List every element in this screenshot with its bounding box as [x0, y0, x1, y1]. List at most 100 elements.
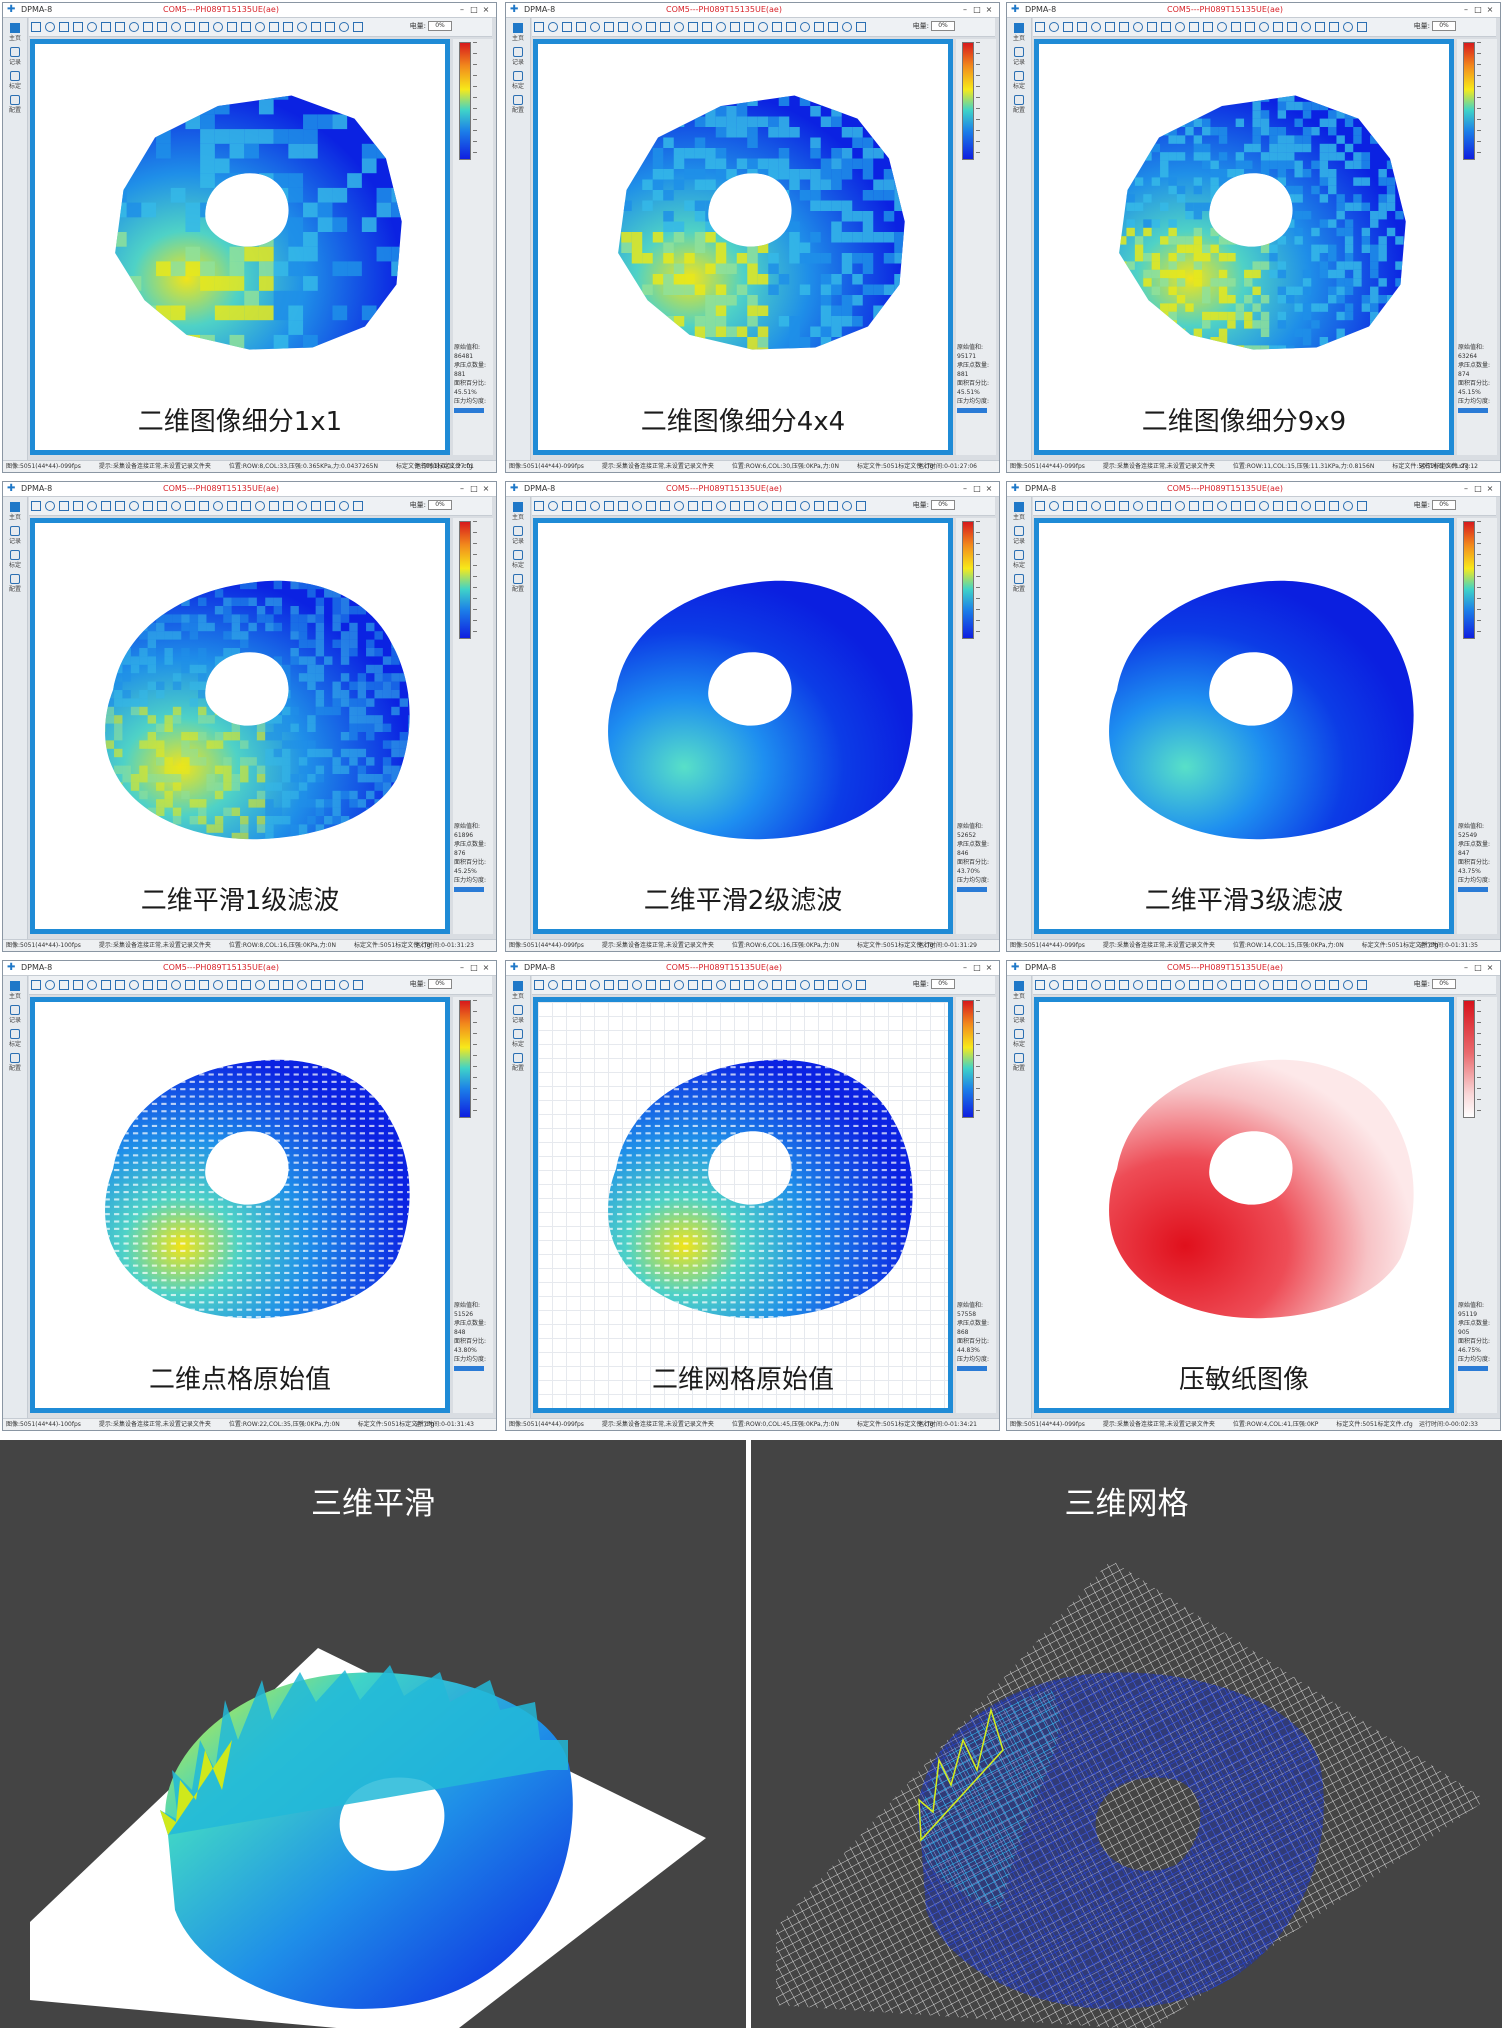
sidebar-item-home[interactable]: 主页 — [1007, 502, 1031, 521]
sidebar-item-home[interactable]: 主页 — [3, 23, 27, 42]
2d-icon[interactable] — [1231, 22, 1241, 32]
grid2-icon[interactable] — [604, 22, 614, 32]
target-icon[interactable] — [73, 22, 83, 32]
minimize-icon[interactable]: – — [460, 5, 464, 14]
c-icon[interactable] — [842, 22, 852, 32]
rotate-left-icon[interactable] — [143, 22, 153, 32]
zoom-in-icon[interactable] — [171, 501, 181, 511]
list-icon[interactable] — [534, 980, 544, 990]
pan-icon[interactable] — [632, 501, 642, 511]
list-icon[interactable] — [31, 980, 41, 990]
target-icon[interactable] — [73, 501, 83, 511]
zoom-in-icon[interactable] — [1175, 980, 1185, 990]
sidebar-item-config[interactable]: 配置 — [1007, 1053, 1031, 1072]
rotate-right-icon[interactable] — [1161, 501, 1171, 511]
maximize-icon[interactable]: □ — [470, 963, 478, 972]
color-icon[interactable] — [1329, 501, 1339, 511]
app-pin-icon[interactable]: ✚ — [510, 4, 519, 15]
fit-icon[interactable] — [1203, 980, 1213, 990]
minimize-icon[interactable]: – — [460, 963, 464, 972]
sidebar-item-calibrate[interactable]: 标定 — [3, 1029, 27, 1048]
plot-canvas[interactable]: 二维图像细分4x4 — [538, 44, 948, 450]
stats-icon[interactable] — [269, 22, 279, 32]
sidebar-item-config[interactable]: 配置 — [506, 95, 530, 114]
clear-icon[interactable] — [353, 980, 363, 990]
sidebar-item-calibrate[interactable]: 标定 — [506, 71, 530, 90]
stats-icon[interactable] — [269, 501, 279, 511]
sidebar-item-record[interactable]: 记录 — [506, 1005, 530, 1024]
sidebar-item-home[interactable]: 主页 — [1007, 981, 1031, 1000]
color-icon[interactable] — [1329, 980, 1339, 990]
grid-icon[interactable] — [87, 980, 97, 990]
triangle-icon[interactable] — [283, 980, 293, 990]
sidebar-item-calibrate[interactable]: 标定 — [1007, 1029, 1031, 1048]
zoom-out-icon[interactable] — [688, 501, 698, 511]
brush-icon[interactable] — [241, 22, 251, 32]
plot-canvas[interactable]: 二维图像细分1x1 — [35, 44, 445, 450]
stats-icon[interactable] — [772, 22, 782, 32]
grid2-icon[interactable] — [1105, 22, 1115, 32]
clear-icon[interactable] — [856, 22, 866, 32]
triangle-icon[interactable] — [1287, 980, 1297, 990]
color-icon[interactable] — [828, 501, 838, 511]
ruler-icon[interactable] — [1301, 22, 1311, 32]
clear-icon[interactable] — [353, 22, 363, 32]
pan-icon[interactable] — [1133, 501, 1143, 511]
folder-icon[interactable] — [548, 501, 558, 511]
plot-canvas[interactable]: 二维图像细分9x9 — [1039, 44, 1449, 450]
pan-icon[interactable] — [632, 980, 642, 990]
zoom-in-icon[interactable] — [1175, 501, 1185, 511]
minimize-icon[interactable]: – — [1464, 484, 1468, 493]
grid-icon[interactable] — [87, 22, 97, 32]
grid-icon[interactable] — [590, 22, 600, 32]
layers-icon[interactable] — [618, 501, 628, 511]
rotate-left-icon[interactable] — [143, 501, 153, 511]
fit-icon[interactable] — [199, 980, 209, 990]
3d-icon[interactable] — [716, 501, 726, 511]
rotate-right-icon[interactable] — [1161, 22, 1171, 32]
stats-icon[interactable] — [1273, 501, 1283, 511]
rotate-right-icon[interactable] — [660, 22, 670, 32]
clear-icon[interactable] — [1357, 501, 1367, 511]
pencil-icon[interactable] — [814, 501, 824, 511]
c-icon[interactable] — [339, 22, 349, 32]
zoom-out-icon[interactable] — [185, 22, 195, 32]
pencil-icon[interactable] — [1315, 501, 1325, 511]
maximize-icon[interactable]: □ — [1474, 484, 1482, 493]
maximize-icon[interactable]: □ — [973, 5, 981, 14]
stats-icon[interactable] — [772, 501, 782, 511]
plot-canvas[interactable]: 二维平滑3级滤波 — [1039, 523, 1449, 929]
sidebar-item-calibrate[interactable]: 标定 — [1007, 550, 1031, 569]
grid2-icon[interactable] — [1105, 501, 1115, 511]
ruler-icon[interactable] — [297, 980, 307, 990]
close-icon[interactable]: × — [985, 5, 993, 14]
c-icon[interactable] — [339, 501, 349, 511]
pan-icon[interactable] — [1133, 22, 1143, 32]
brush-icon[interactable] — [241, 980, 251, 990]
folder-icon[interactable] — [1049, 501, 1059, 511]
folder-icon[interactable] — [1049, 22, 1059, 32]
filter-icon[interactable] — [1259, 980, 1269, 990]
brush-icon[interactable] — [744, 501, 754, 511]
maximize-icon[interactable]: □ — [470, 5, 478, 14]
color-icon[interactable] — [325, 501, 335, 511]
sidebar-item-config[interactable]: 配置 — [3, 1053, 27, 1072]
ruler-icon[interactable] — [800, 501, 810, 511]
3d-icon[interactable] — [716, 980, 726, 990]
clear-icon[interactable] — [856, 501, 866, 511]
sidebar-item-config[interactable]: 配置 — [506, 574, 530, 593]
sidebar-item-record[interactable]: 记录 — [1007, 47, 1031, 66]
sidebar-item-config[interactable]: 配置 — [1007, 574, 1031, 593]
sidebar-item-home[interactable]: 主页 — [506, 981, 530, 1000]
zoom-out-icon[interactable] — [1189, 980, 1199, 990]
clear-icon[interactable] — [1357, 22, 1367, 32]
picture-icon[interactable] — [59, 980, 69, 990]
triangle-icon[interactable] — [786, 980, 796, 990]
list-icon[interactable] — [1035, 22, 1045, 32]
ruler-icon[interactable] — [1301, 501, 1311, 511]
sidebar-item-record[interactable]: 记录 — [3, 1005, 27, 1024]
maximize-icon[interactable]: □ — [470, 484, 478, 493]
app-pin-icon[interactable]: ✚ — [7, 483, 16, 494]
sidebar-item-record[interactable]: 记录 — [1007, 1005, 1031, 1024]
target-icon[interactable] — [576, 22, 586, 32]
